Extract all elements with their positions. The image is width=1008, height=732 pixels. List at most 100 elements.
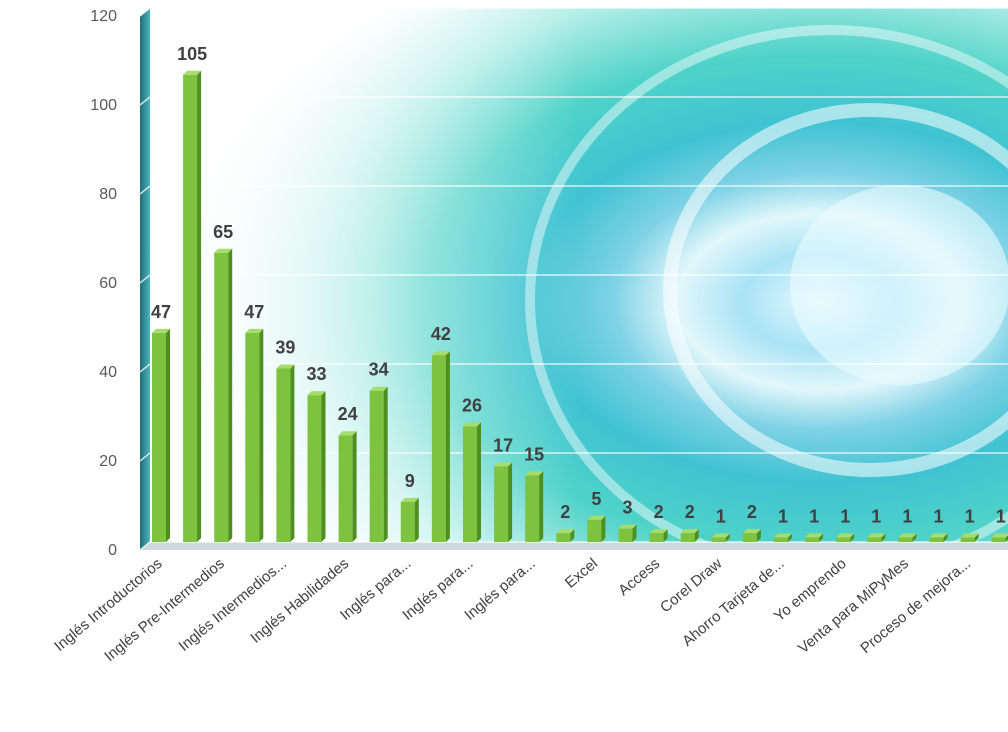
bar-side: [166, 328, 170, 542]
bar-side: [321, 391, 326, 542]
bar-top: [649, 529, 668, 534]
bar-top: [369, 386, 388, 391]
bars: [152, 70, 1008, 542]
data-label: 47: [151, 302, 171, 322]
bar-front: [494, 466, 509, 542]
bar: [400, 497, 419, 542]
floor: [140, 542, 1008, 550]
bar-front: [774, 537, 788, 542]
bar-front: [525, 475, 540, 542]
bar-side: [539, 471, 544, 542]
bar-front: [276, 368, 291, 542]
bar-top: [463, 422, 481, 427]
bar-top: [836, 533, 855, 538]
bar-front: [991, 537, 1006, 542]
bar: [525, 471, 544, 542]
bar-front: [711, 537, 726, 542]
y-tick-label: 0: [108, 542, 117, 559]
bar-side: [570, 529, 575, 542]
bar-top: [338, 431, 357, 436]
bar-top: [152, 328, 170, 333]
bar-top: [929, 533, 948, 538]
y-tick-label: 100: [90, 97, 117, 114]
bar-side: [601, 515, 606, 542]
y-tick-label: 20: [99, 453, 117, 470]
bar-top: [742, 529, 761, 534]
x-tick-label: Access: [615, 555, 663, 599]
gridline: [139, 185, 1008, 195]
bar-side: [352, 431, 357, 542]
data-label: 42: [431, 324, 451, 344]
data-label: 2: [654, 502, 664, 522]
data-label: 1: [965, 507, 975, 527]
bar: [587, 515, 606, 542]
bar-side: [1005, 535, 1008, 542]
bar-side: [756, 529, 761, 542]
gridline: [139, 274, 1008, 284]
bar-top: [867, 533, 886, 538]
bar-top: [898, 533, 917, 538]
bar-top: [680, 529, 699, 534]
bar-top: [618, 524, 637, 529]
bar: [649, 529, 668, 542]
data-label: 105: [177, 44, 207, 64]
bar: [494, 462, 513, 542]
bar: [991, 533, 1008, 542]
bar-top: [245, 328, 264, 333]
data-label: 26: [462, 395, 482, 415]
bar-front: [369, 390, 384, 542]
data-label: 3: [622, 498, 632, 518]
data-label: 1: [871, 507, 881, 527]
x-tick-label: Excel: [562, 555, 601, 592]
bar-front: [463, 426, 477, 542]
data-label: 39: [275, 337, 295, 357]
bar-front: [867, 537, 882, 542]
y-tick-label: 60: [99, 275, 117, 292]
bar-top: [711, 533, 730, 538]
gridline: [139, 363, 1008, 373]
bar-front: [214, 252, 229, 542]
bar: [276, 364, 295, 542]
data-label: 33: [306, 364, 326, 384]
bar-top: [276, 364, 295, 369]
bar-front: [183, 74, 198, 542]
data-label: 1: [840, 507, 850, 527]
bar-front: [836, 537, 851, 542]
data-label: 2: [685, 502, 695, 522]
bar-side: [663, 529, 668, 542]
bar-side: [725, 533, 730, 542]
bar: [214, 248, 233, 542]
data-label: 1: [778, 507, 788, 527]
bar-front: [307, 395, 322, 542]
x-tick-label: Ahorro Tarjeta de...: [679, 555, 787, 650]
bar-top: [991, 533, 1008, 538]
gridline: [139, 96, 1008, 106]
bar: [338, 431, 357, 542]
bar-side: [694, 529, 699, 542]
bar-front: [556, 533, 571, 542]
bar-front: [805, 537, 820, 542]
bar-top: [774, 533, 792, 538]
data-label: 2: [747, 502, 757, 522]
bar-side: [445, 351, 450, 542]
bar: [245, 328, 264, 542]
bar-top: [400, 497, 419, 502]
bar-front: [618, 528, 633, 542]
data-label: 1: [933, 507, 943, 527]
bar: [680, 529, 699, 542]
bar: [774, 533, 792, 542]
bar: [618, 524, 637, 542]
bar-top: [307, 391, 326, 396]
data-label: 47: [244, 302, 264, 322]
bar-top: [587, 515, 606, 520]
bar-side: [290, 364, 295, 542]
data-label: 34: [369, 360, 389, 380]
bar-side: [197, 70, 202, 542]
gridlines: [139, 7, 1008, 551]
bar-top: [214, 248, 233, 253]
bar-front: [587, 519, 602, 542]
bar: [183, 70, 202, 542]
bar: [805, 533, 824, 542]
gridline: [139, 452, 1008, 462]
